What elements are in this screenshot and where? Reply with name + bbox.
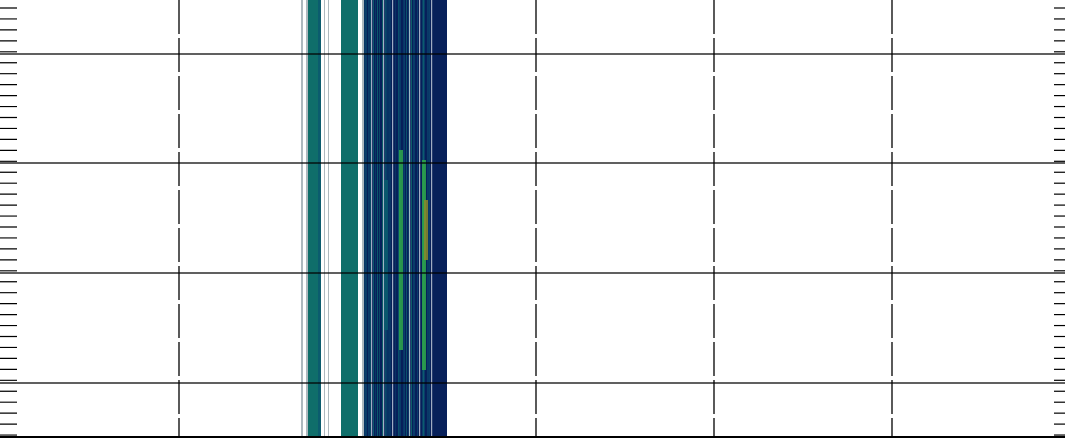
band-col-9-389 [389,0,390,438]
band-col-8-377 [377,0,378,438]
band-col-8-369 [369,0,370,438]
band-col-9-391 [391,0,392,438]
band-col-8-379 [379,0,380,438]
band-col-8-375 [375,0,376,438]
band-col-10-414 [414,0,415,438]
band-col-9-390 [390,0,391,438]
band-line-1 [306,0,308,438]
band-col-8-372 [372,0,373,438]
band-col-10-417 [417,0,418,438]
band-col-8-370 [370,0,371,438]
band-col-10-428 [428,0,429,438]
band-col-10-421 [421,0,422,438]
band-col-10-415 [415,0,416,438]
band-col-10-408 [408,0,409,438]
band-col-8-367 [367,0,368,438]
band-line-0 [301,0,303,438]
band-line-4 [324,0,325,438]
band-col-10-406 [406,0,407,438]
band-col-8-364 [364,0,365,438]
hotspot-2 [399,150,403,350]
band-col-10-403 [403,0,404,438]
band-col-8-365 [365,0,366,438]
bright-line-1 [383,0,385,438]
band-col-10-416 [416,0,417,438]
band-col-9-381 [381,0,382,438]
band-col-10-396 [396,0,397,438]
band-col-8-373 [373,0,374,438]
band-low-11 [430,0,447,438]
band-col-9-394 [394,0,395,438]
band-col-8-374 [374,0,375,438]
band-col-9-393 [393,0,394,438]
bright-line-0 [371,0,373,438]
band-col-10-395 [395,0,396,438]
band-col-8-368 [368,0,369,438]
band-mid-3 [318,0,321,438]
bright-line-2 [392,0,394,438]
band-col-8-378 [378,0,379,438]
band-col-9-388 [388,0,389,438]
band-col-10-429 [429,0,430,438]
hotspot-3 [384,180,388,330]
band-col-10-404 [404,0,405,438]
bright-line-5 [431,0,433,438]
band-col-10-411 [411,0,412,438]
band-line-5 [328,0,329,438]
band-col-10-398 [398,0,399,438]
band-teal-2 [308,0,318,438]
band-col-10-397 [397,0,398,438]
band-col-8-366 [366,0,367,438]
band-col-10-410 [410,0,411,438]
band-col-10-412 [412,0,413,438]
hotspot-1 [424,200,428,260]
hotspot-0 [422,160,426,370]
band-line-7 [362,0,364,438]
band-col-10-407 [407,0,408,438]
band-col-9-382 [382,0,383,438]
band-col-10-405 [405,0,406,438]
band-col-10-418 [418,0,419,438]
band-col-10-420 [420,0,421,438]
bright-line-3 [409,0,411,438]
band-col-9-380 [380,0,381,438]
band-col-8-376 [376,0,377,438]
band-teal-6 [341,0,358,438]
band-col-10-413 [413,0,414,438]
bright-line-4 [419,0,421,438]
